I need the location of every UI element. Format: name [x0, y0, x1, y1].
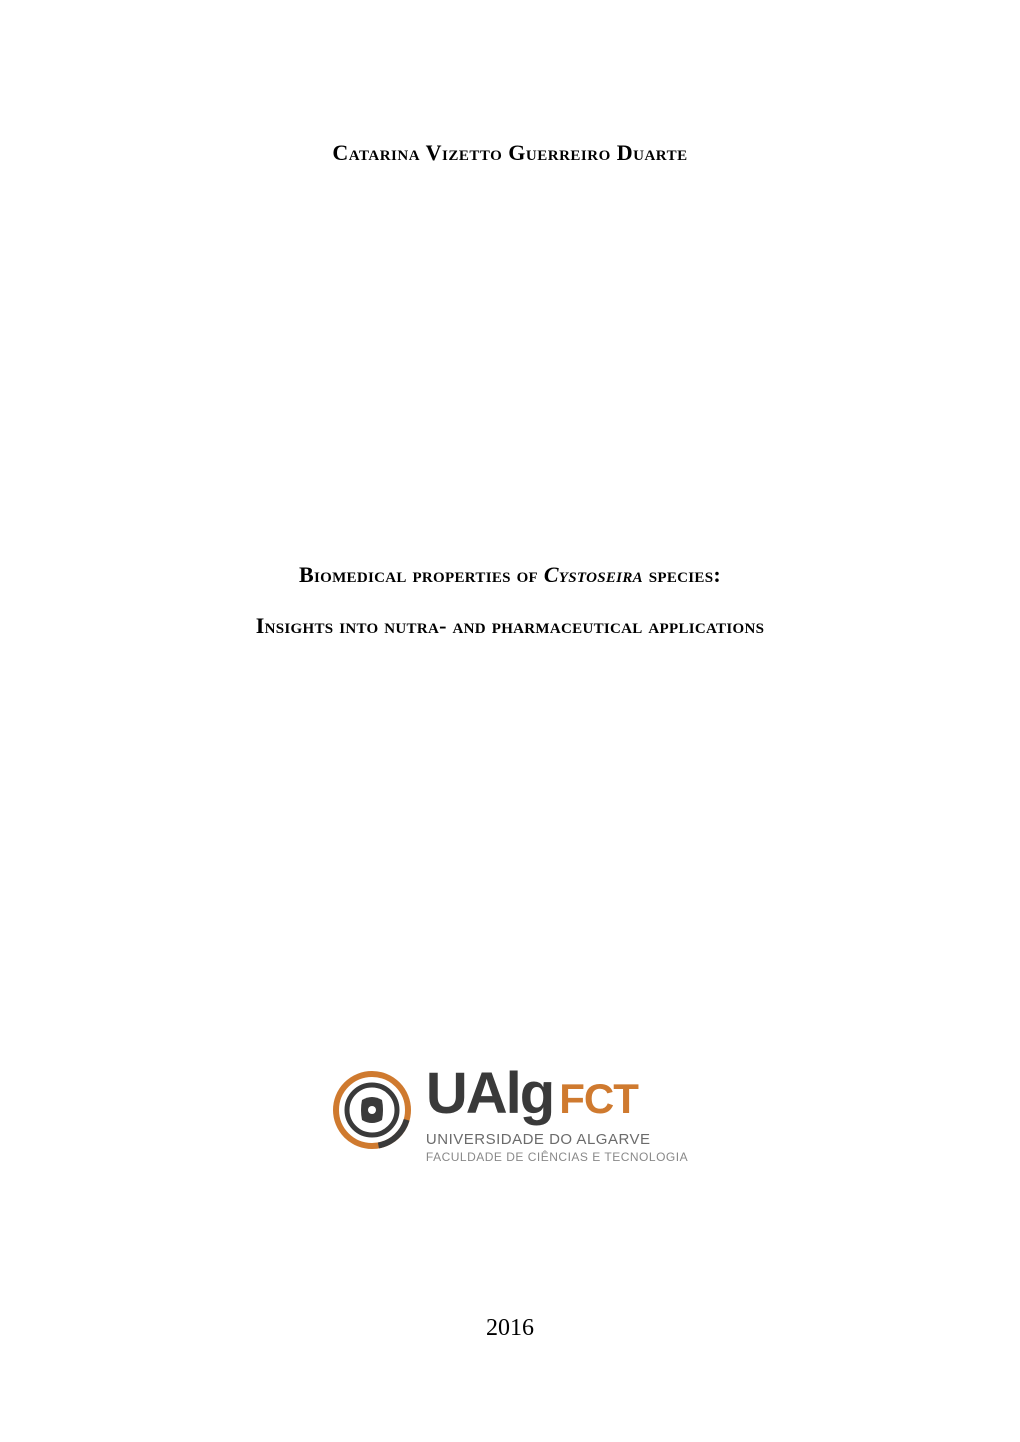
university-logo: UAlg FCT UNIVERSIDADE DO ALGARVE FACULDA…	[0, 1060, 1020, 1164]
thesis-title: Biomedical properties of Cystoseira spec…	[110, 550, 910, 651]
title-line-1: Biomedical properties of Cystoseira spec…	[110, 550, 910, 601]
title-suffix: species:	[643, 562, 721, 587]
publication-year: 2016	[0, 1315, 1020, 1342]
logo-subtitle-faculty: FACULDADE DE CIÊNCIAS E TECNOLOGIA	[426, 1150, 688, 1164]
page: Catarina Vizetto Guerreiro Duarte Biomed…	[0, 0, 1020, 1442]
title-prefix: Biomedical properties of	[299, 562, 544, 587]
title-italic-species: Cystoseira	[544, 562, 643, 587]
logo-emblem-icon	[332, 1070, 412, 1155]
logo-text-column: UAlg FCT UNIVERSIDADE DO ALGARVE FACULDA…	[426, 1060, 688, 1164]
logo-ualg-text: UAlg	[426, 1060, 553, 1127]
logo-subtitle-university: UNIVERSIDADE DO ALGARVE	[426, 1131, 651, 1148]
title-line-2: Insights into nutra- and pharmaceutical …	[110, 601, 910, 652]
logo-wordmark: UAlg FCT	[426, 1060, 638, 1127]
author-name: Catarina Vizetto Guerreiro Duarte	[110, 140, 910, 166]
logo-fct-text: FCT	[559, 1075, 638, 1123]
logo-row: UAlg FCT UNIVERSIDADE DO ALGARVE FACULDA…	[332, 1060, 688, 1164]
